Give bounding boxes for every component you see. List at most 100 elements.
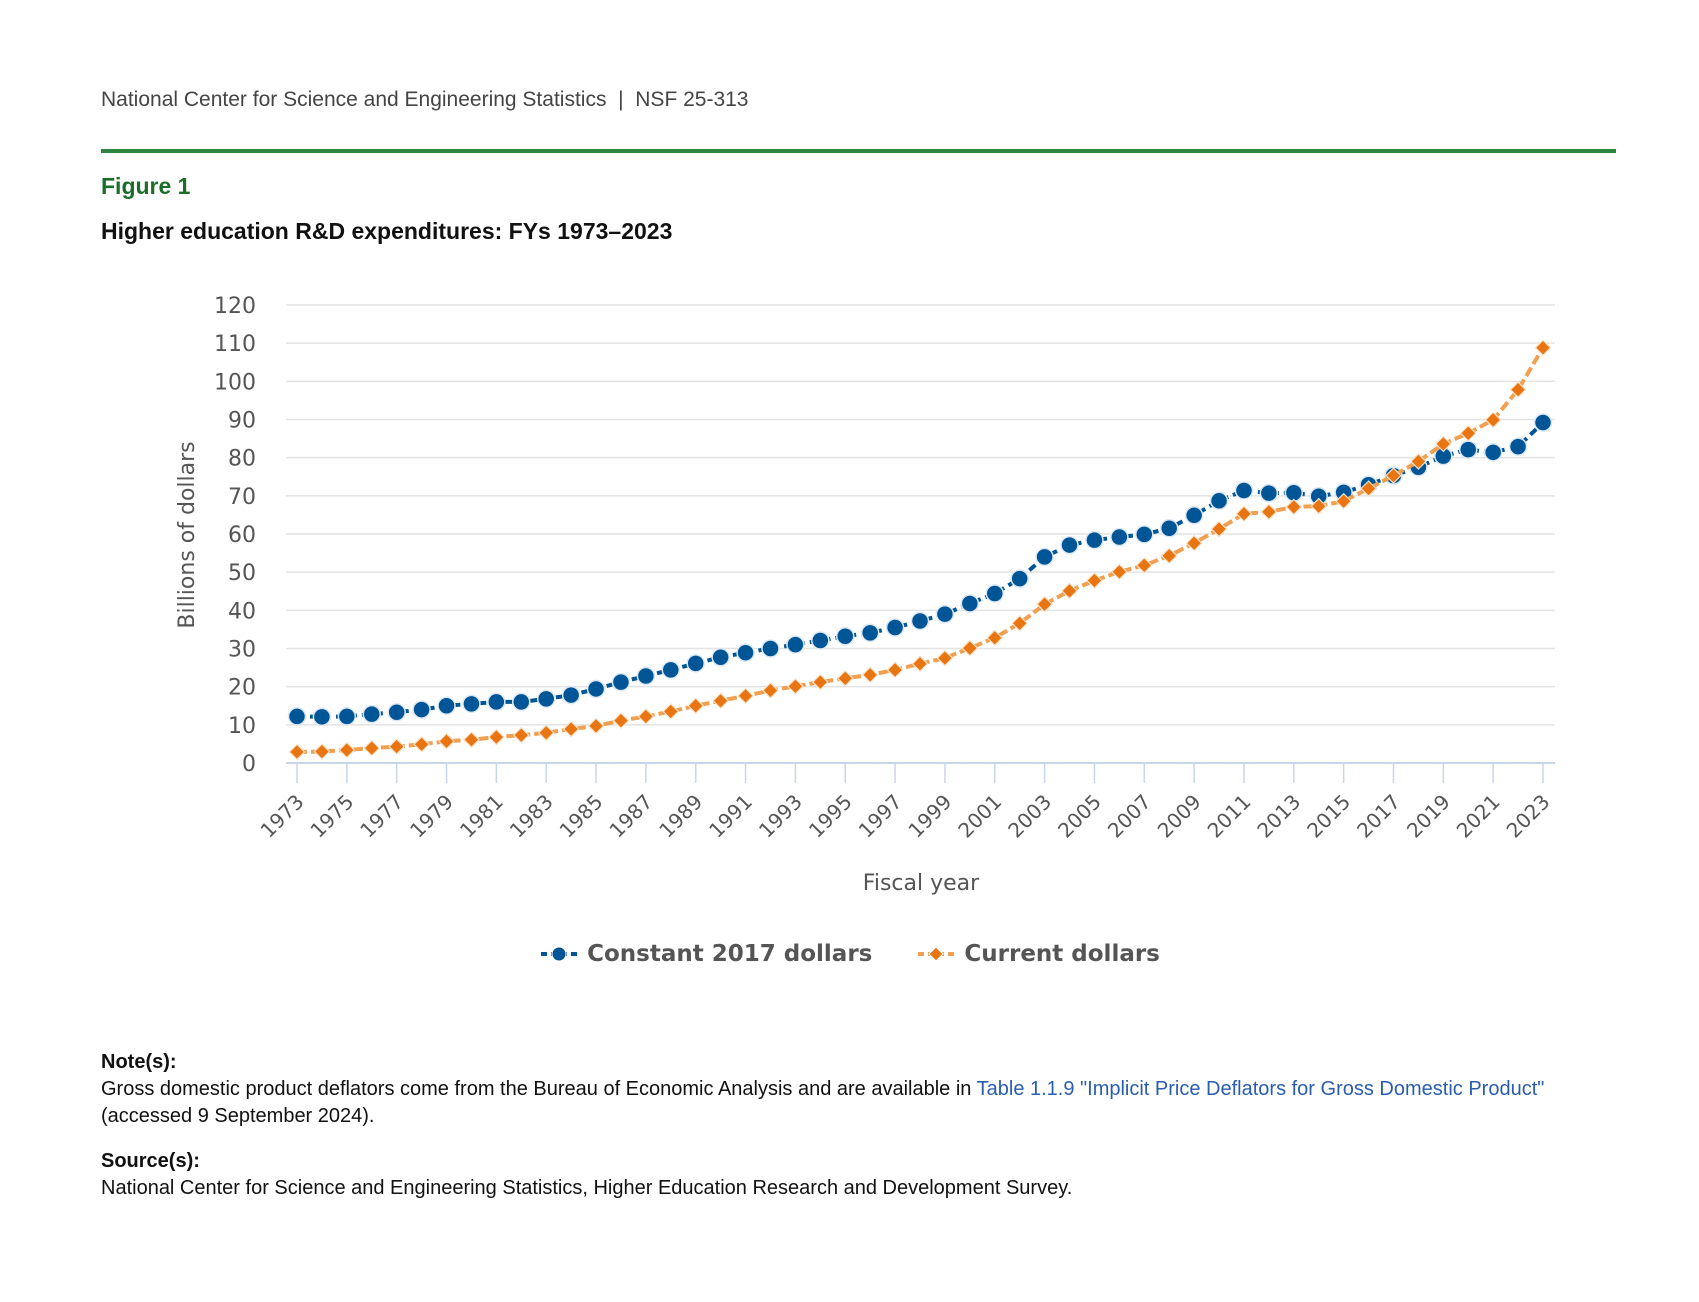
- y-axis-label: Billions of dollars: [175, 441, 200, 628]
- legend-label-current: Current dollars: [964, 941, 1160, 967]
- x-tick-label: 1987: [604, 790, 657, 843]
- data-point: [1483, 443, 1503, 462]
- y-tick-label: 50: [228, 561, 256, 586]
- figure-label: Figure 1: [101, 173, 191, 199]
- x-tick-label: 1975: [305, 790, 358, 843]
- data-point: [1508, 437, 1528, 456]
- data-point: [512, 692, 531, 712]
- y-tick-label: 30: [228, 638, 256, 663]
- x-tick-label: 2021: [1452, 790, 1505, 843]
- legend-diamond-marker-icon: [918, 946, 955, 962]
- source-heading: Source(s):: [101, 1150, 200, 1172]
- data-point: [1260, 503, 1278, 521]
- data-point: [1459, 424, 1477, 442]
- data-point: [935, 604, 955, 624]
- x-tick-label: 2007: [1103, 790, 1156, 843]
- data-point: [1410, 453, 1427, 470]
- data-point: [388, 738, 406, 755]
- org-name: National Center for Science and Engineer…: [101, 88, 607, 111]
- data-point: [736, 643, 755, 662]
- data-point: [1010, 569, 1029, 588]
- data-point: [1185, 534, 1203, 552]
- data-point: [1533, 413, 1553, 432]
- x-tick-label: 1999: [903, 790, 956, 843]
- data-point: [786, 635, 805, 654]
- data-point: [1234, 481, 1254, 500]
- data-point: [1458, 440, 1478, 459]
- data-point: [737, 687, 754, 705]
- series-current-dollars: [288, 339, 1552, 761]
- x-tick-label: 1997: [854, 790, 907, 843]
- data-point: [1184, 506, 1204, 525]
- legend: Constant 2017 dollars Current dollars: [0, 941, 1699, 970]
- data-point: [1159, 519, 1179, 538]
- data-point: [860, 623, 880, 643]
- data-point: [985, 584, 1005, 603]
- note-text-after: (accessed 9 September 2024).: [101, 1105, 375, 1127]
- legend-item-current[interactable]: Current dollars: [916, 941, 1160, 967]
- source-text: National Center for Science and Engineer…: [101, 1177, 1073, 1199]
- y-tick-label: 0: [242, 752, 256, 777]
- x-tick-label: 1989: [654, 790, 707, 843]
- data-point: [1035, 547, 1054, 567]
- data-point: [612, 712, 630, 729]
- x-tick-label: 1991: [704, 790, 757, 843]
- data-point: [536, 689, 556, 709]
- data-point: [1360, 480, 1377, 497]
- x-tick-label: 2001: [953, 790, 1006, 843]
- data-point: [687, 697, 705, 715]
- note-text: Gross domestic product deflators come fr…: [101, 1076, 1621, 1130]
- header-org: National Center for Science and Engineer…: [101, 88, 749, 112]
- x-tick-label: 2013: [1252, 790, 1305, 843]
- data-point: [1235, 505, 1253, 523]
- x-tick-label: 2009: [1153, 790, 1206, 843]
- x-tick-label: 1993: [754, 790, 807, 843]
- data-point: [1210, 520, 1228, 538]
- data-point: [637, 708, 655, 725]
- x-tick-label: 1979: [405, 790, 458, 843]
- data-point: [762, 682, 779, 699]
- data-point: [835, 627, 855, 646]
- data-point: [1036, 595, 1053, 613]
- data-point: [787, 677, 804, 695]
- series-layer: [287, 339, 1553, 761]
- x-tick-label: 1985: [555, 790, 608, 843]
- x-tick-label: 1983: [505, 790, 558, 843]
- data-point: [686, 654, 705, 673]
- x-tick-label: 2019: [1402, 790, 1455, 843]
- data-point: [586, 679, 606, 699]
- y-tick-label: 60: [228, 523, 256, 548]
- data-point: [462, 694, 481, 714]
- data-point: [711, 648, 730, 667]
- data-point: [1259, 483, 1279, 503]
- data-point: [885, 618, 905, 637]
- data-point: [312, 707, 332, 727]
- y-axis-ticks: 0 10 20 30 40 50 60 70 80 90 100 110 120: [214, 294, 256, 777]
- x-tick-label: 2011: [1203, 790, 1256, 843]
- deflator-table-link[interactable]: Table 1.1.9 "Implicit Price Deflators fo…: [976, 1078, 1545, 1100]
- x-tick-label: 2003: [1003, 790, 1056, 843]
- figure-title: Higher education R&D expenditures: FYs 1…: [101, 218, 673, 244]
- note-heading: Note(s):: [101, 1051, 177, 1073]
- y-tick-label: 90: [228, 409, 256, 434]
- data-point: [1209, 491, 1229, 511]
- y-tick-label: 120: [214, 294, 256, 319]
- x-tick-label: 2017: [1352, 790, 1405, 843]
- data-point: [761, 639, 780, 658]
- x-tick-label: 2015: [1302, 790, 1355, 843]
- x-tick-label: 1973: [256, 790, 309, 843]
- data-point: [936, 649, 954, 667]
- data-point: [661, 660, 681, 680]
- data-point: [1135, 556, 1153, 574]
- data-point: [1111, 563, 1128, 581]
- data-point: [811, 631, 830, 650]
- data-point: [1434, 435, 1452, 453]
- series-constant-2017-dollars: [287, 413, 1553, 727]
- legend-item-constant[interactable]: Constant 2017 dollars: [539, 941, 872, 967]
- x-axis-ticks: 1973197519771979198119831985198719891991…: [256, 763, 1555, 843]
- data-point: [836, 669, 854, 687]
- y-tick-label: 10: [228, 714, 256, 739]
- data-point: [1385, 467, 1402, 484]
- data-point: [487, 692, 506, 712]
